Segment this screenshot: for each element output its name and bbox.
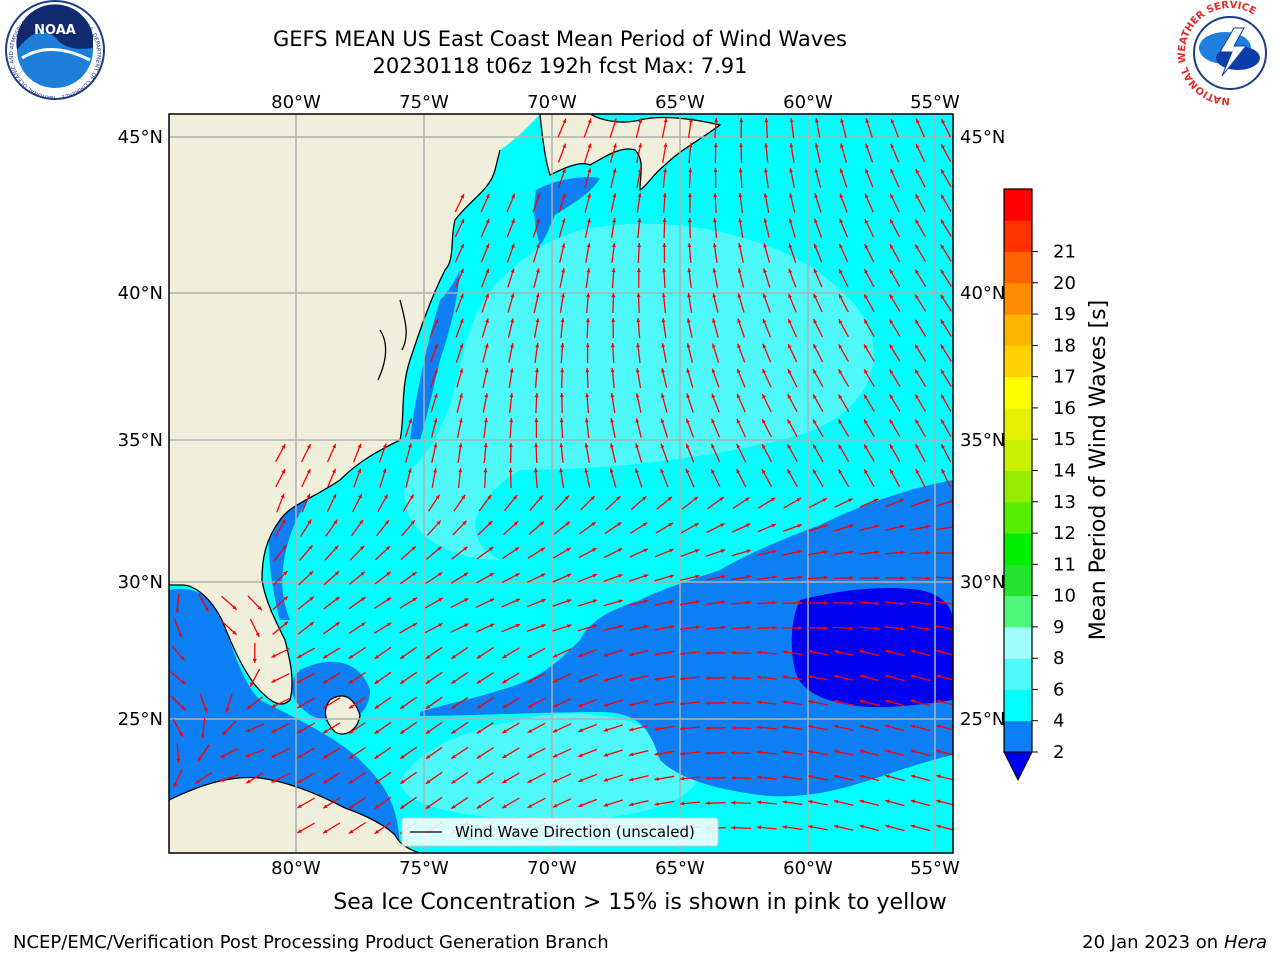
colorbar-segment — [1004, 689, 1032, 722]
lat-axis-right: 45°N 40°N 35°N 30°N 25°N — [960, 127, 1005, 730]
colorbar-tick: 14 — [1053, 461, 1076, 482]
nws-logo-icon: NATIONAL WEATHER SERVICE — [1177, 0, 1280, 106]
lon-axis-bottom: 80°W 75°W 70°W 65°W 60°W 55°W — [271, 858, 960, 879]
colorbar-tick: 20 — [1053, 273, 1076, 294]
colorbar-tick: 9 — [1053, 617, 1064, 638]
colorbar-segment — [1004, 470, 1032, 503]
colorbar-tick: 6 — [1053, 679, 1064, 700]
colorbar-tick: 15 — [1053, 429, 1076, 450]
lon-tick-bottom: 70°W — [527, 858, 577, 879]
lon-tick-top: 80°W — [271, 92, 321, 113]
colorbar-segment — [1004, 595, 1032, 628]
land-mass — [169, 114, 720, 853]
lat-axis-left: 45°N 40°N 35°N 30°N 25°N — [118, 127, 163, 730]
colorbar-segment — [1004, 220, 1032, 253]
footer-date-text: 20 Jan 2023 on — [1082, 932, 1224, 953]
colorbar-segment — [1004, 251, 1032, 284]
lat-tick-left: 25°N — [118, 709, 163, 730]
page-title: GEFS MEAN US East Coast Mean Period of W… — [273, 27, 847, 51]
lat-tick-right: 30°N — [960, 572, 1005, 593]
colorbar-segment — [1004, 533, 1032, 565]
lat-tick-right: 25°N — [960, 709, 1005, 730]
legend-label: Wind Wave Direction (unscaled) — [455, 823, 695, 841]
colorbar-segment — [1004, 501, 1032, 534]
colorbar-extend-arrow — [1003, 751, 1033, 782]
footer-credit: NCEP/EMC/Verification Post Processing Pr… — [13, 932, 609, 953]
noaa-logo-icon: NATIONAL OCEANIC AND ATMOSPHERIC ADMINIS… — [5, 0, 105, 100]
colorbar-tick: 8 — [1053, 648, 1064, 669]
contour-2-4 — [169, 177, 953, 853]
footer-date: 20 Jan 2023 on Hera — [1082, 932, 1267, 953]
lat-tick-left: 35°N — [118, 430, 163, 451]
colorbar-segment — [1004, 407, 1032, 440]
colorbar-segment — [1004, 564, 1032, 597]
colorbar-segment — [1004, 314, 1032, 346]
colorbar-tick: 12 — [1053, 523, 1076, 544]
graticule — [169, 114, 953, 853]
colorbar-tick: 11 — [1053, 554, 1076, 575]
lon-tick-bottom: 80°W — [271, 858, 321, 879]
colorbar-tick: 21 — [1053, 242, 1076, 263]
colorbar-tick: 16 — [1053, 398, 1076, 419]
colorbar-tick: 17 — [1053, 367, 1076, 388]
lat-tick-right: 40°N — [960, 283, 1005, 304]
colorbar-segment — [1004, 439, 1032, 471]
lat-tick-right: 45°N — [960, 127, 1005, 148]
lon-tick-bottom: 75°W — [399, 858, 449, 879]
colorbar-label: Mean Period of Wind Waves [s] — [1086, 300, 1111, 640]
lon-axis-top: 80°W 75°W 70°W 65°W 60°W 55°W — [271, 92, 960, 113]
map-legend: Wind Wave Direction (unscaled) — [401, 817, 719, 847]
lon-tick-top: 70°W — [527, 92, 577, 113]
colorbar-tick: 10 — [1053, 586, 1076, 607]
footer-machine: Hera — [1223, 932, 1267, 953]
noaa-logo-text: NOAA — [34, 23, 76, 38]
colorbar-segment — [1004, 658, 1032, 690]
sea-ice-note: Sea Ice Concentration > 15% is shown in … — [333, 890, 947, 915]
colorbar-tick: 18 — [1053, 335, 1076, 356]
colorbar-segment — [1004, 720, 1032, 753]
lon-tick-top: 55°W — [910, 92, 960, 113]
page-subtitle: 20230118 t06z 192h fcst Max: 7.91 — [372, 54, 748, 78]
lon-tick-bottom: 65°W — [655, 858, 705, 879]
map-frame — [168, 113, 954, 854]
colorbar-segment — [1004, 189, 1032, 221]
lat-tick-right: 35°N — [960, 430, 1005, 451]
lon-tick-bottom: 60°W — [783, 858, 833, 879]
colorbar-segment — [1004, 626, 1032, 659]
colorbar: 2 4 6 8 9 10 11 12 13 14 15 16 17 18 19 20 21 — [1003, 188, 1076, 782]
lat-tick-left: 45°N — [118, 127, 163, 148]
map-panel — [169, 114, 953, 853]
colorbar-tick: 19 — [1053, 304, 1076, 325]
lat-tick-left: 30°N — [118, 572, 163, 593]
colorbar-segment — [1004, 282, 1032, 315]
lon-tick-top: 75°W — [399, 92, 449, 113]
lat-tick-left: 40°N — [118, 283, 163, 304]
colorbar-tick: 4 — [1053, 711, 1064, 732]
lon-tick-top: 65°W — [655, 92, 705, 113]
colorbar-segment — [1004, 345, 1032, 378]
lon-tick-top: 60°W — [783, 92, 833, 113]
colorbar-tick: 13 — [1053, 492, 1076, 513]
colorbar-segment — [1004, 376, 1032, 409]
wind-wave-arrows — [169, 117, 953, 835]
contour-6-8 — [400, 223, 874, 821]
colorbar-tick: 2 — [1053, 742, 1064, 763]
lon-tick-bottom: 55°W — [910, 858, 960, 879]
